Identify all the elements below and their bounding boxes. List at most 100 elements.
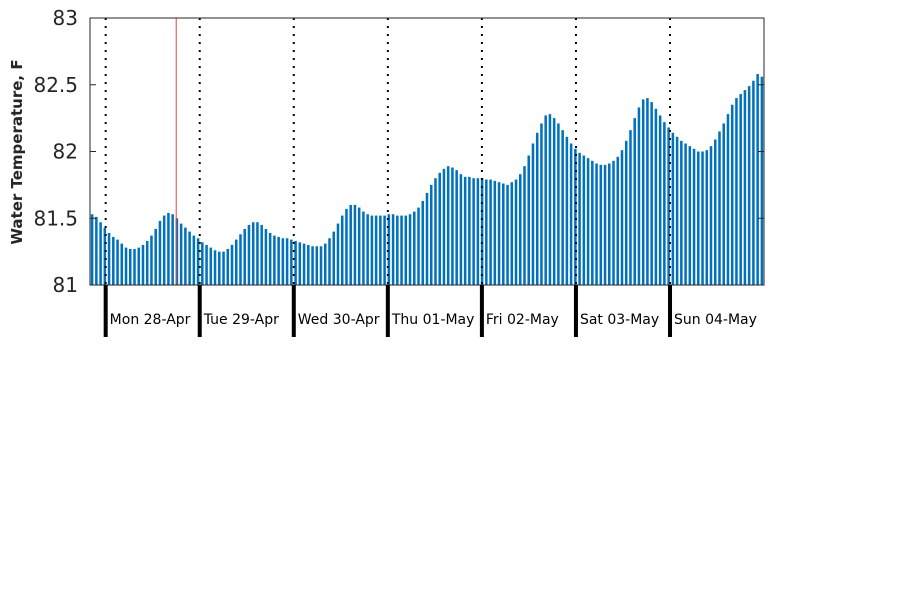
temperature-bar: [641, 99, 645, 286]
temperature-bar: [285, 238, 289, 285]
temperature-bar: [629, 130, 632, 285]
temperature-bar: [239, 234, 242, 285]
temperature-bar: [205, 244, 208, 285]
temperature-bar: [438, 172, 441, 285]
temperature-bar: [586, 158, 590, 285]
temperature-bar: [311, 246, 314, 285]
temperature-bar: [167, 212, 170, 285]
temperature-bar: [150, 235, 153, 285]
temperature-bar: [497, 182, 501, 285]
temperature-bar: [319, 246, 323, 285]
y-tick-label: 81: [53, 273, 78, 297]
temperature-bar: [425, 192, 429, 285]
temperature-bar: [302, 243, 306, 285]
day-label: Wed 30-Apr: [298, 312, 380, 328]
temperature-bar: [633, 118, 636, 286]
temperature-bar: [701, 151, 704, 285]
temperature-bar: [612, 160, 615, 285]
temperature-bar: [234, 239, 238, 285]
day-label: Sun 04-May: [674, 312, 757, 328]
temperature-bar: [400, 215, 403, 285]
temperature-bar: [162, 215, 166, 285]
temperature-bar: [730, 104, 734, 285]
temperature-bar: [756, 74, 759, 285]
temperature-bar: [379, 215, 382, 285]
temperature-bar: [196, 238, 200, 285]
temperature-bar: [557, 123, 560, 285]
temperature-bar: [650, 102, 653, 285]
temperature-bar: [595, 163, 598, 285]
temperature-bar: [396, 215, 399, 285]
temperature-bar: [722, 123, 725, 285]
temperature-bar: [480, 178, 484, 285]
temperature-bar: [548, 114, 552, 286]
temperature-bar: [654, 108, 658, 285]
temperature-bar: [646, 98, 649, 285]
temperature-bar: [251, 222, 255, 285]
temperature-bar: [680, 140, 683, 285]
day-label: Tue 29-Apr: [203, 312, 279, 328]
temperature-bar: [298, 242, 302, 285]
temperature-bar: [154, 228, 157, 285]
temperature-bar: [705, 150, 709, 285]
temperature-bar: [95, 216, 98, 285]
temperature-bar: [692, 148, 696, 285]
temperature-bar: [391, 214, 395, 285]
temperature-bar: [171, 214, 174, 285]
temperature-bar: [442, 168, 446, 285]
day-label: Sat 03-May: [580, 312, 659, 328]
temperature-bar: [527, 155, 530, 285]
temperature-bar: [353, 204, 357, 285]
temperature-bar: [141, 244, 145, 285]
temperature-bar: [209, 247, 213, 285]
temperature-bar: [718, 131, 721, 285]
temperature-bar: [523, 166, 526, 285]
temperature-bar: [582, 155, 586, 285]
temperature-bar: [332, 231, 336, 285]
temperature-bar: [192, 235, 196, 285]
temperature-bar: [574, 148, 577, 285]
temperature-bar: [90, 214, 94, 285]
temperature-bar: [713, 139, 717, 285]
temperature-bar: [120, 243, 124, 285]
temperature-bar: [472, 178, 475, 285]
temperature-bar: [408, 214, 412, 285]
temperature-bar: [103, 227, 107, 285]
temperature-bar: [624, 140, 628, 285]
temperature-bar: [514, 179, 518, 285]
temperature-bar: [129, 248, 132, 285]
temperature-bar: [213, 250, 217, 285]
temperature-bar: [637, 107, 641, 285]
temperature-bar: [315, 246, 319, 285]
temperature-bar: [323, 243, 327, 285]
temperature-bar: [145, 240, 149, 285]
day-label: Fri 02-May: [486, 312, 559, 328]
temperature-bar: [489, 179, 492, 285]
temperature-bar: [569, 143, 573, 285]
temperature-bar: [451, 167, 454, 285]
temperature-bar: [387, 214, 391, 285]
temperature-bar: [697, 151, 700, 285]
temperature-bar: [328, 238, 331, 285]
temperature-bar: [663, 122, 666, 285]
temperature-bar: [340, 215, 344, 285]
temperature-bar: [506, 184, 509, 286]
temperature-bar: [726, 114, 730, 286]
temperature-bar: [307, 244, 310, 285]
temperature-bar: [675, 136, 679, 285]
temperature-bar: [544, 115, 547, 286]
temperature-bar: [175, 218, 179, 285]
temperature-bar: [370, 215, 374, 285]
temperature-bar: [107, 232, 111, 285]
temperature-bar: [578, 152, 581, 285]
temperature-bar: [518, 174, 522, 285]
temperature-bar: [535, 132, 539, 285]
temperature-bar: [133, 248, 136, 285]
temperature-bar: [116, 239, 119, 285]
temperature-bar: [357, 207, 361, 285]
temperature-bar: [616, 156, 620, 285]
temperature-bar: [247, 224, 251, 285]
temperature-bar: [531, 143, 535, 285]
temperature-bar: [747, 86, 751, 285]
